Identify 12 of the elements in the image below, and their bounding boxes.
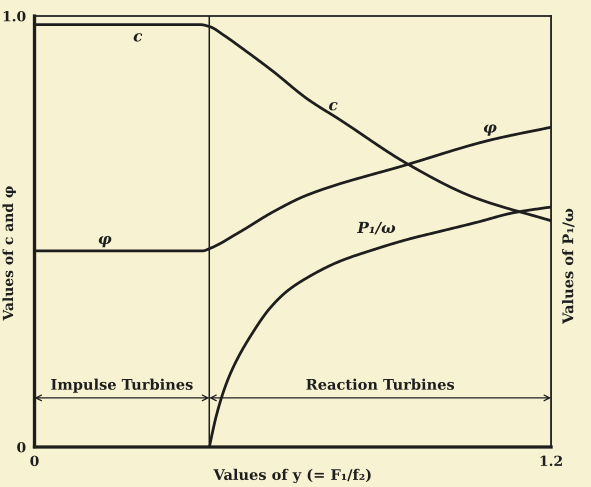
x-axis-title: Values of y (= F₁/f₂): [213, 468, 371, 484]
series-label: c: [329, 102, 338, 110]
annotation: Reaction Turbines: [306, 378, 454, 390]
y2-axis-title: Values of P₁/ω: [562, 208, 575, 324]
y-axis-title: Values of c and φ: [2, 186, 16, 321]
annotation: c: [134, 33, 142, 42]
x-tick-label: 1.2: [540, 456, 562, 466]
series-label: φ: [484, 124, 497, 136]
y-tick-label: 1.0: [4, 10, 26, 22]
annotation: Impulse Turbines: [51, 378, 193, 393]
annotation: φ: [98, 236, 112, 248]
series-label: P₁/ω: [356, 222, 396, 234]
